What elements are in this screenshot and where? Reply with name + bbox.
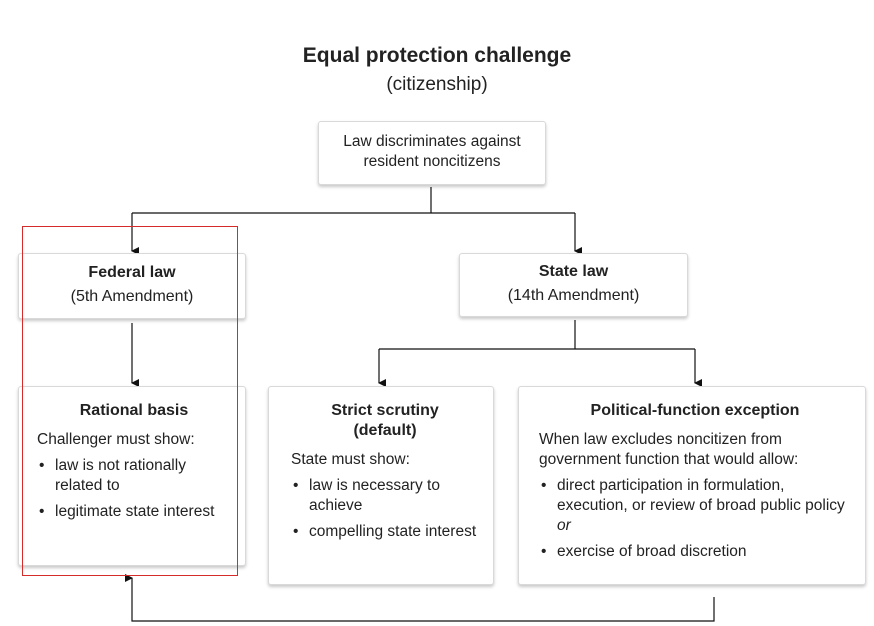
political-function-box: Political-function exception When law ex…	[518, 386, 866, 585]
political-function-bullet-text: exercise of broad discretion	[557, 543, 747, 560]
strict-scrutiny-bullet: • compelling state interest	[291, 522, 479, 542]
strict-scrutiny-bullet-text: law is necessary to achieve	[309, 477, 440, 514]
political-function-bullet: • direct participation in formulation, e…	[539, 476, 851, 536]
bullet-icon: •	[293, 477, 299, 494]
federal-law-box: Federal law (5th Amendment)	[18, 253, 246, 319]
strict-scrutiny-lead: State must show:	[291, 451, 410, 468]
rational-basis-heading: Rational basis	[79, 402, 189, 419]
political-function-bullet: • exercise of broad discretion	[539, 542, 851, 562]
state-law-amendment: (14th Amendment)	[507, 287, 640, 304]
strict-scrutiny-box: Strict scrutiny (default) State must sho…	[268, 386, 494, 585]
strict-scrutiny-bullet-text: compelling state interest	[309, 523, 477, 540]
strict-scrutiny-default: (default)	[353, 422, 417, 439]
federal-law-heading: Federal law	[88, 264, 176, 281]
political-function-bullet-text: direct participation in formulation, exe…	[557, 477, 845, 514]
state-law-box: State law (14th Amendment)	[459, 253, 688, 317]
rational-basis-box: Rational basis Challenger must show: • l…	[18, 386, 246, 566]
rational-basis-bullet: • legitimate state interest	[37, 502, 231, 522]
rational-basis-lead: Challenger must show:	[37, 431, 195, 448]
state-law-heading: State law	[538, 263, 609, 280]
federal-branch-highlight	[22, 226, 238, 576]
diagram-subtitle: (citizenship)	[386, 74, 488, 95]
rational-basis-bullet: • law is not rationally related to	[37, 456, 231, 496]
bullet-icon: •	[541, 543, 547, 560]
strict-scrutiny-bullet: • law is necessary to achieve	[291, 476, 479, 516]
strict-scrutiny-bullets: • law is necessary to achieve • compelli…	[291, 476, 479, 542]
federal-law-amendment: (5th Amendment)	[70, 288, 194, 305]
bullet-icon: •	[541, 477, 547, 494]
bullet-icon: •	[293, 523, 299, 540]
political-function-lead: When law excludes noncitizen from govern…	[539, 431, 799, 468]
root-box-text: Law discriminates against resident nonci…	[343, 133, 521, 170]
political-function-bullet-or: or	[557, 517, 571, 534]
connector-loop-back	[125, 574, 715, 622]
diagram-title: Equal protection challenge	[302, 44, 572, 67]
strict-scrutiny-heading: Strict scrutiny	[331, 402, 439, 419]
rational-basis-bullet-text: law is not rationally related to	[55, 457, 186, 494]
root-box: Law discriminates against resident nonci…	[318, 121, 546, 185]
bullet-icon: •	[39, 457, 45, 474]
political-function-heading: Political-function exception	[590, 402, 800, 419]
rational-basis-bullets: • law is not rationally related to • leg…	[37, 456, 231, 522]
political-function-bullets: • direct participation in formulation, e…	[539, 476, 851, 562]
bullet-icon: •	[39, 503, 45, 520]
rational-basis-bullet-text: legitimate state interest	[55, 503, 215, 520]
